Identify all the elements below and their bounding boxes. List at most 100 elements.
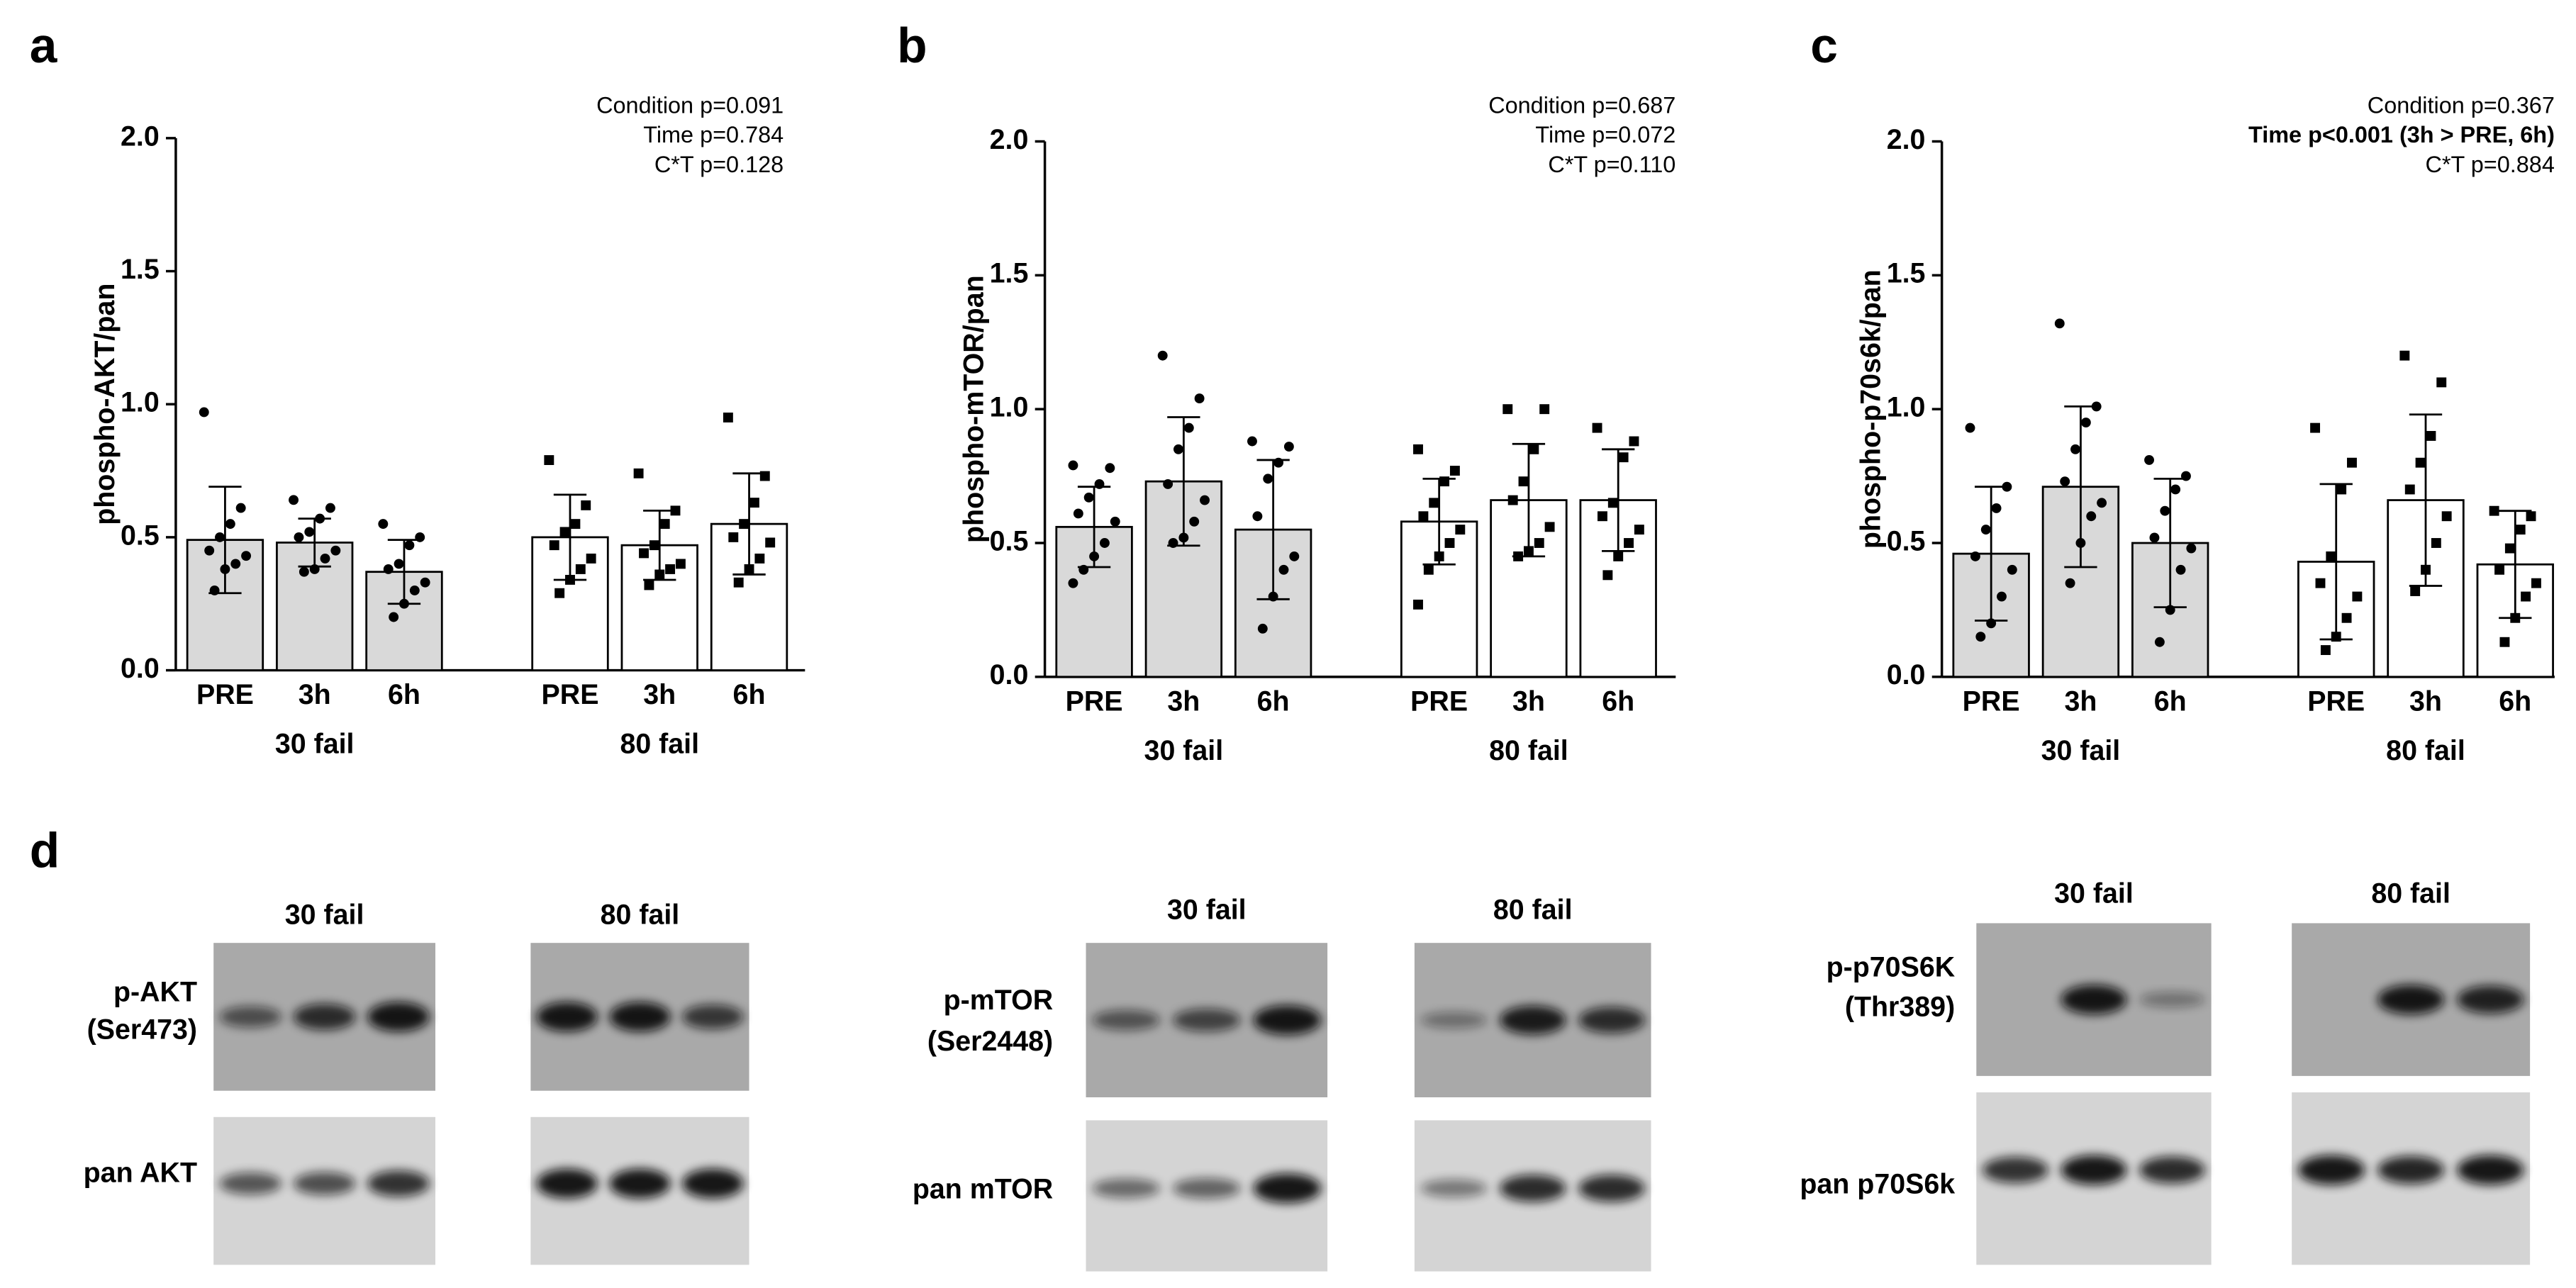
blot-band [293, 1172, 356, 1195]
data-point [570, 519, 581, 530]
data-point [733, 577, 744, 588]
data-point [1189, 516, 1200, 527]
data-point [1529, 444, 1539, 454]
annotation: C*T p=0.128 [654, 152, 784, 177]
data-point [1247, 436, 1257, 447]
data-point [1283, 442, 1294, 452]
data-point [1168, 538, 1178, 548]
data-point [289, 495, 299, 505]
blot-band [536, 1168, 598, 1199]
data-point [2341, 612, 2352, 623]
data-point [1068, 460, 1078, 471]
data-point [739, 519, 749, 530]
data-point [728, 532, 739, 542]
data-point [744, 564, 754, 574]
data-point [2315, 578, 2326, 588]
blot-row-label: p-p70S6K [1827, 952, 1956, 983]
y-tick-label: 2.0 [990, 124, 1029, 155]
data-point [399, 598, 409, 609]
data-point [1078, 564, 1089, 575]
x-tick-label: 3h [299, 679, 331, 710]
data-point [2499, 637, 2510, 647]
y-tick-label: 2.0 [1887, 124, 1926, 155]
y-tick-label: 1.5 [1887, 258, 1926, 289]
data-point [1073, 508, 1083, 519]
y-axis-label: phospho-AKT/pan [89, 284, 121, 525]
data-point [330, 545, 341, 556]
blot-band [1173, 1177, 1241, 1199]
data-point [209, 586, 220, 595]
data-point [1513, 551, 1524, 561]
annotation: Time p<0.001 (3h > PRE, 6h) [2248, 122, 2555, 147]
data-point [765, 537, 776, 548]
y-tick-label: 0.5 [1887, 525, 1926, 556]
blot-band [682, 1004, 744, 1029]
data-point [575, 564, 586, 574]
blot-band [609, 1168, 671, 1199]
x-tick-label: 6h [2499, 685, 2531, 717]
annotation: Condition p=0.091 [596, 92, 784, 118]
data-point [1507, 495, 1518, 505]
data-point [2065, 578, 2075, 588]
blot-band [2298, 1155, 2365, 1185]
data-point [204, 545, 215, 556]
data-point [2404, 484, 2415, 495]
blot-band [2377, 1155, 2445, 1185]
data-point [670, 505, 681, 516]
x-tick-label: 6h [1602, 685, 1634, 717]
data-point [2431, 538, 2441, 548]
data-point [309, 564, 320, 574]
data-point [1094, 478, 1105, 489]
blot-band [1253, 1173, 1322, 1204]
data-point [649, 540, 659, 551]
data-point [2441, 511, 2452, 522]
y-tick-label: 1.0 [1887, 392, 1926, 423]
data-point [2165, 605, 2175, 615]
data-point [2144, 454, 2155, 465]
y-tick-label: 1.5 [990, 258, 1029, 289]
y-tick-label: 0.0 [121, 653, 160, 684]
data-point [1163, 478, 1173, 489]
data-point [2426, 430, 2436, 441]
data-point [1629, 436, 1639, 447]
x-tick-label: 3h [643, 679, 676, 710]
data-point [241, 551, 252, 561]
blot-band [1983, 1156, 2048, 1184]
data-point [2336, 484, 2347, 495]
blot-band [2061, 985, 2127, 1014]
x-tick-label: 3h [2409, 685, 2442, 717]
blot-band [1420, 1012, 1488, 1029]
x-tick-label: PRE [542, 679, 599, 710]
data-point [586, 553, 596, 564]
data-point [1178, 532, 1189, 543]
data-point [544, 455, 554, 465]
blot-band [536, 1002, 598, 1032]
data-point [2510, 612, 2521, 623]
data-point [2526, 511, 2536, 522]
data-point [1157, 350, 1168, 361]
blot-band [609, 1002, 671, 1032]
annotation: Time p=0.784 [643, 122, 784, 147]
y-tick-label: 1.0 [121, 387, 160, 418]
data-point [394, 559, 404, 569]
x-tick-label: 6h [733, 679, 766, 710]
y-tick-label: 1.5 [121, 254, 160, 285]
data-point [2331, 632, 2341, 642]
data-point [2175, 564, 2186, 575]
data-point [294, 532, 304, 542]
data-point [1263, 474, 1273, 484]
data-point [378, 519, 389, 530]
x-tick-label: 6h [1257, 685, 1290, 717]
data-point [1278, 564, 1289, 575]
data-point [325, 503, 335, 513]
data-point [565, 575, 575, 585]
blot-band [219, 1006, 282, 1028]
x-tick-label: 6h [2154, 685, 2187, 717]
data-point [1105, 463, 1115, 474]
data-point [2060, 476, 2070, 487]
data-point [2410, 586, 2421, 596]
y-tick-label: 2.0 [121, 121, 160, 152]
data-point [225, 519, 235, 530]
data-point [1970, 551, 1980, 561]
data-point [1592, 422, 1602, 433]
